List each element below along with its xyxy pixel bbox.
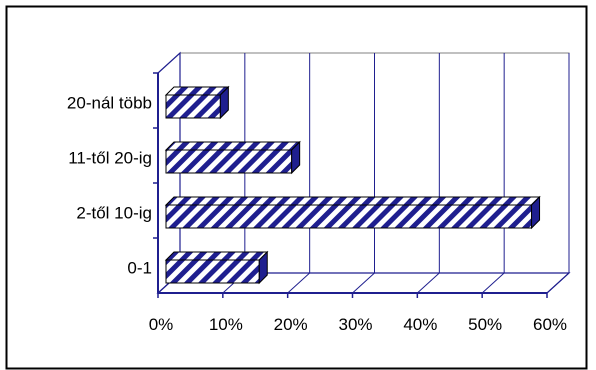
floor-gridline: [352, 272, 375, 294]
bar: [164, 195, 541, 230]
bar: [164, 85, 230, 120]
x-tick-label: 60%: [533, 315, 567, 334]
bar-front: [165, 204, 533, 229]
category-label: 0-1: [127, 259, 152, 278]
floor-gridline: [416, 272, 440, 294]
x-tick-label: 50%: [468, 315, 502, 334]
bar-top: [164, 196, 541, 206]
category-label: 11-től 20-ig: [68, 149, 152, 168]
bar-end: [291, 140, 301, 175]
category-label: 20-nál több: [67, 94, 152, 113]
x-tick-label: 40%: [403, 315, 437, 334]
x-tick-label: 0%: [149, 315, 174, 334]
floor-gridline: [287, 272, 311, 294]
bar-top: [164, 86, 230, 96]
category-labels: 20-nál több 11-től 20-ig 2-től 10-ig 0-1: [67, 72, 158, 278]
bar-front: [165, 149, 293, 174]
bar-front: [165, 94, 221, 119]
bars: [164, 85, 541, 285]
floor-gridline: [481, 272, 505, 294]
x-tick-labels: 0% 10% 20% 30% 40% 50% 60%: [149, 293, 567, 334]
category-label: 2-től 10-ig: [76, 204, 152, 223]
bar: [164, 140, 301, 175]
bar-end: [531, 195, 541, 230]
x-tick-label: 10%: [209, 315, 243, 334]
bar-top: [164, 141, 301, 151]
bar-end: [258, 250, 268, 285]
x-tick-label: 30%: [338, 315, 372, 334]
bar-top: [164, 251, 269, 261]
floor-gridline: [546, 272, 570, 294]
bar-front: [165, 259, 260, 284]
x-tick-label: 20%: [274, 315, 308, 334]
bar-end: [219, 85, 229, 120]
bar: [164, 250, 269, 285]
